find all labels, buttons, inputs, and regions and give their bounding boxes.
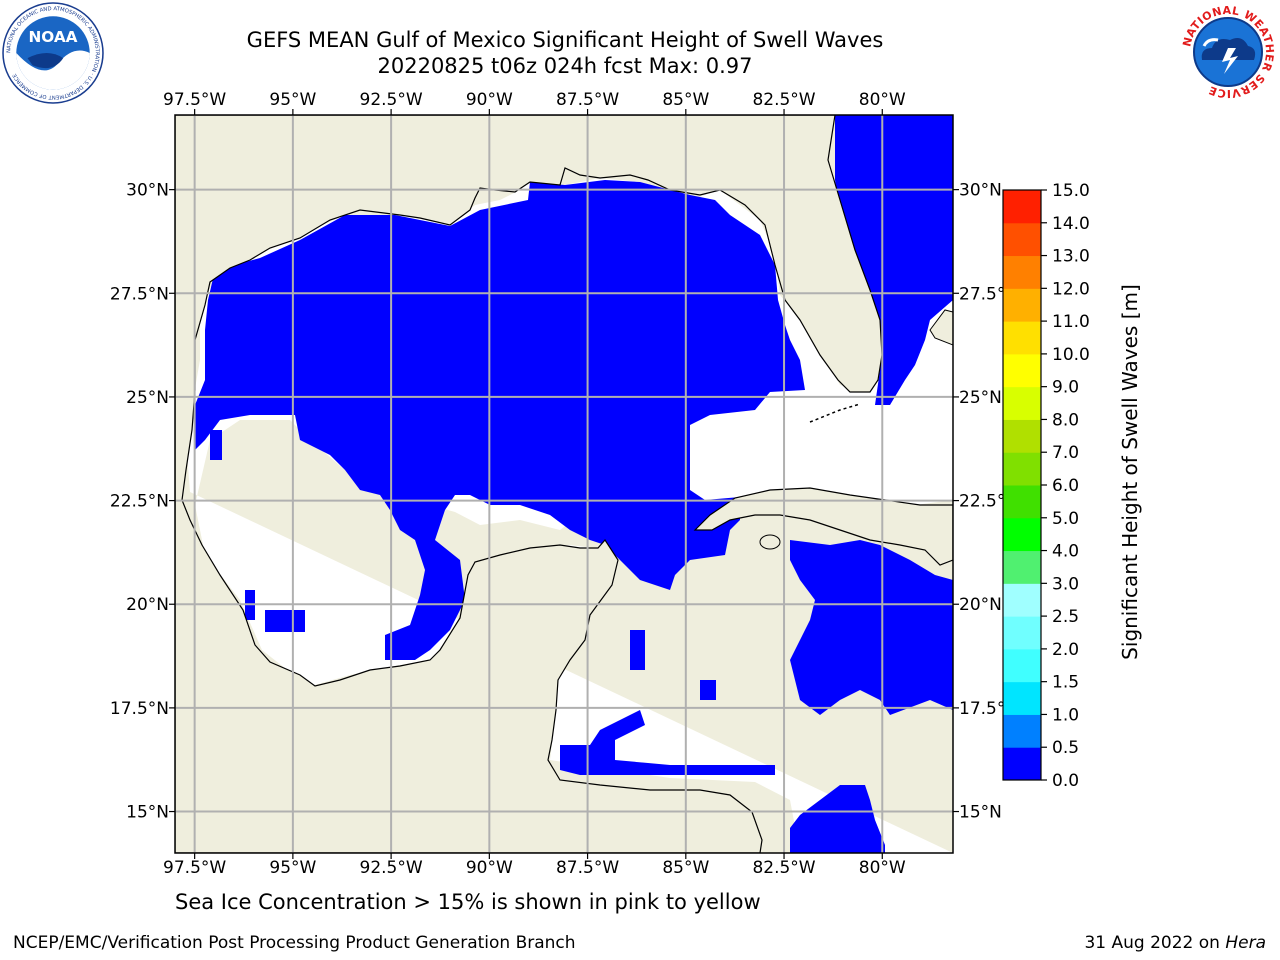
chart-subtitle: 20220825 t06z 024h fcst Max: 0.97	[377, 54, 753, 78]
lat-label-right: 15°N	[959, 803, 1002, 823]
lon-label-top: 80°W	[859, 90, 906, 110]
colorbar-swatch	[1003, 288, 1041, 322]
lon-label-top: 85°W	[662, 90, 709, 110]
colorbar-swatch	[1003, 353, 1041, 388]
lat-label-left: 22.5°N	[110, 492, 169, 512]
lat-label-left: 25°N	[126, 388, 169, 408]
lon-label-top: 95°W	[269, 90, 316, 110]
lon-label-bottom: 80°W	[859, 858, 906, 878]
swell-region-yucatan	[560, 710, 775, 775]
lon-label-top: 82.5°W	[752, 90, 815, 110]
lon-label-bottom: 87.5°W	[556, 858, 619, 878]
colorbar-swatch	[1003, 485, 1041, 519]
lon-label-bottom: 85°W	[662, 858, 709, 878]
colorbar-swatch	[1003, 648, 1041, 683]
colorbar-label: 15.0	[1052, 181, 1090, 201]
colorbar-swatch	[1003, 419, 1041, 453]
colorbar-swatch	[1003, 255, 1041, 289]
lat-label-left: 27.5°N	[110, 284, 169, 304]
lon-label-bottom: 95°W	[269, 858, 316, 878]
lon-label-top: 97.5°W	[163, 90, 226, 110]
footer-date-text: 31 Aug 2022 on	[1084, 933, 1226, 953]
colorbar-label: 2.5	[1052, 607, 1079, 627]
colorbar-swatch	[1003, 681, 1041, 715]
colorbar: 0.0 0.5 1.0 1.5 2.0 2.5 3.0 4.0 5.0 6.0 7.0 8.0 9.0 1…	[1003, 181, 1090, 791]
colorbar-label: 13.0	[1052, 247, 1090, 267]
colorbar-swatch	[1003, 714, 1041, 748]
lat-label-left: 30°N	[126, 181, 169, 201]
colorbar-label: 3.0	[1052, 574, 1079, 594]
lon-label-bottom: 82.5°W	[752, 858, 815, 878]
colorbar-label: 4.0	[1052, 542, 1079, 562]
colorbar-label: 6.0	[1052, 476, 1079, 496]
lat-label-right: 25°N	[959, 388, 1002, 408]
swell-region-east	[835, 115, 953, 405]
land-bahamas	[929, 309, 953, 346]
colorbar-label: 12.0	[1052, 279, 1090, 299]
chart-title: GEFS MEAN Gulf of Mexico Significant Hei…	[246, 28, 884, 52]
colorbar-swatch	[1003, 550, 1041, 584]
colorbar-swatch	[1003, 747, 1041, 781]
lon-label-top: 87.5°W	[556, 90, 619, 110]
noaa-logo-text: NOAA	[28, 28, 77, 46]
colorbar-label: 10.0	[1052, 345, 1090, 365]
swell-region-caribbean	[790, 540, 953, 715]
colorbar-swatch	[1003, 517, 1041, 552]
colorbar-label: 8.0	[1052, 410, 1079, 430]
graticule	[175, 115, 953, 853]
colorbar-label: 11.0	[1052, 312, 1090, 332]
sea-ice-note: Sea Ice Concentration > 15% is shown in …	[175, 890, 761, 914]
colorbar-swatch	[1003, 452, 1041, 486]
lat-label-left: 17.5°N	[110, 699, 169, 719]
colorbar-label: 0.0	[1052, 771, 1079, 791]
colorbar-frame	[1002, 189, 1042, 781]
colorbar-label: 14.0	[1052, 214, 1090, 234]
lon-label-bottom: 97.5°W	[163, 858, 226, 878]
colorbar-swatch	[1003, 616, 1041, 650]
swell-region-north	[195, 180, 805, 660]
colorbar-swatch	[1003, 321, 1041, 355]
lon-label-bottom: 90°W	[466, 858, 513, 878]
noaa-logo: NOAA NATIONAL OCEANIC AND ATMOSPHERIC AD…	[2, 2, 104, 104]
colorbar-label: 1.5	[1052, 673, 1079, 693]
colorbar-swatch	[1003, 386, 1041, 420]
colorbar-label: 1.0	[1052, 705, 1079, 725]
lat-label-left: 15°N	[126, 803, 169, 823]
lat-label-right: 20°N	[959, 595, 1002, 615]
colorbar-swatch	[1003, 583, 1041, 617]
lat-label-left: 20°N	[126, 595, 169, 615]
colorbar-label: 0.5	[1052, 738, 1079, 758]
lat-label-right: 30°N	[959, 181, 1002, 201]
colorbar-label: 5.0	[1052, 509, 1079, 529]
swell-region-south-east	[790, 785, 885, 853]
footer-host: Hera	[1225, 933, 1266, 953]
footer-date: 31 Aug 2022 on Hera	[1084, 933, 1266, 953]
lon-label-top: 92.5°W	[360, 90, 423, 110]
map-frame	[174, 114, 954, 854]
colorbar-swatch	[1003, 190, 1041, 224]
colorbar-label: 7.0	[1052, 443, 1079, 463]
colorbar-title: Significant Height of Swell Waves [m]	[1118, 284, 1142, 660]
lon-label-bottom: 92.5°W	[360, 858, 423, 878]
colorbar-swatch	[1003, 222, 1041, 257]
nws-logo: NATIONAL WEATHER SERVICE	[1179, 3, 1277, 101]
colorbar-label: 9.0	[1052, 378, 1079, 398]
colorbar-label: 2.0	[1052, 640, 1079, 660]
lon-label-top: 90°W	[466, 90, 513, 110]
footer-credit: NCEP/EMC/Verification Post Processing Pr…	[13, 933, 576, 953]
